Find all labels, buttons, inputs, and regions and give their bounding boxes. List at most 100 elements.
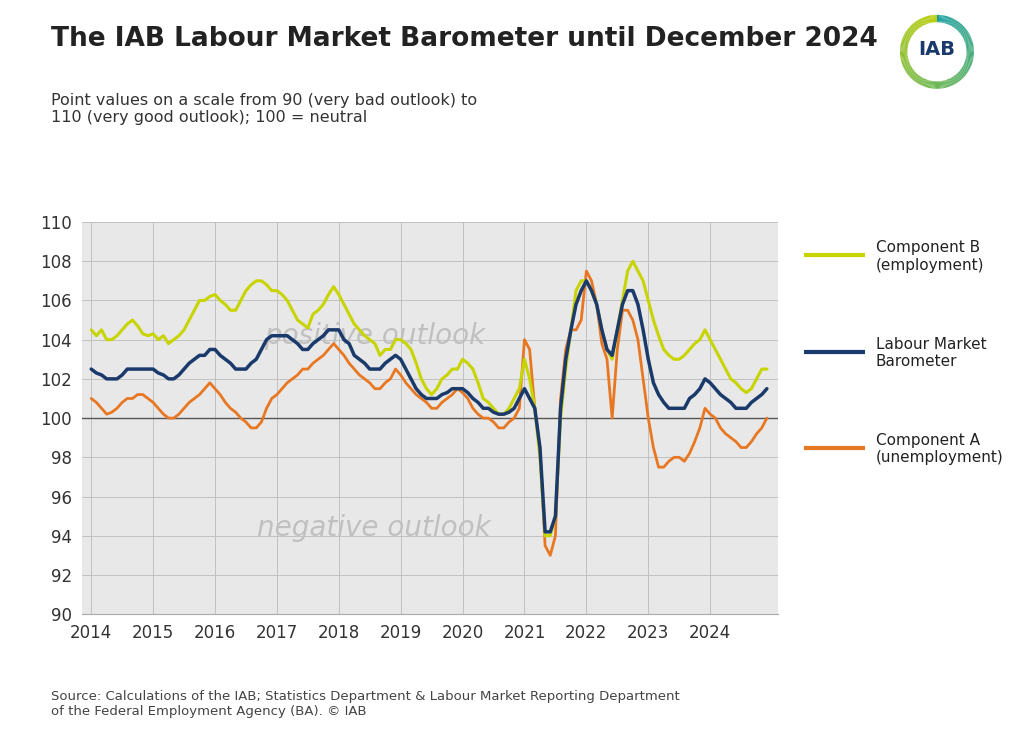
Wedge shape [901, 60, 909, 63]
Wedge shape [906, 68, 913, 73]
Text: Component B
(employment): Component B (employment) [876, 240, 984, 273]
Wedge shape [915, 21, 921, 28]
Wedge shape [955, 73, 962, 81]
Wedge shape [958, 71, 965, 77]
Wedge shape [924, 17, 927, 25]
Wedge shape [904, 66, 912, 70]
Wedge shape [943, 16, 946, 24]
Wedge shape [902, 38, 910, 42]
Wedge shape [916, 21, 922, 28]
Wedge shape [913, 74, 920, 81]
Wedge shape [942, 80, 945, 88]
Wedge shape [940, 15, 942, 23]
Wedge shape [915, 75, 921, 82]
Wedge shape [926, 79, 929, 87]
Wedge shape [946, 79, 949, 87]
Wedge shape [914, 75, 920, 81]
Wedge shape [964, 61, 972, 65]
Wedge shape [941, 80, 944, 88]
Wedge shape [920, 18, 924, 27]
Wedge shape [925, 79, 928, 87]
Wedge shape [914, 22, 920, 29]
Wedge shape [905, 31, 913, 36]
Wedge shape [954, 22, 961, 30]
Wedge shape [964, 38, 972, 42]
Wedge shape [950, 77, 954, 85]
Wedge shape [902, 39, 909, 43]
Wedge shape [906, 30, 913, 36]
Wedge shape [905, 67, 912, 72]
Wedge shape [908, 70, 915, 76]
Wedge shape [965, 61, 972, 64]
Wedge shape [909, 71, 915, 77]
Wedge shape [945, 79, 948, 87]
Circle shape [908, 23, 966, 81]
Wedge shape [956, 24, 963, 31]
Wedge shape [966, 53, 974, 55]
Wedge shape [911, 24, 918, 31]
Wedge shape [951, 76, 956, 84]
Wedge shape [966, 47, 974, 49]
Wedge shape [902, 61, 910, 65]
Wedge shape [965, 58, 973, 61]
Wedge shape [927, 16, 930, 24]
Wedge shape [912, 73, 919, 81]
Wedge shape [936, 15, 937, 23]
Wedge shape [907, 70, 914, 75]
Wedge shape [958, 27, 966, 33]
Wedge shape [949, 78, 953, 85]
Wedge shape [905, 67, 913, 73]
Wedge shape [943, 80, 946, 88]
Wedge shape [948, 78, 952, 86]
Wedge shape [954, 75, 959, 81]
Text: Source: Calculations of the IAB; Statistics Department & Labour Market Reporting: Source: Calculations of the IAB; Statist… [51, 690, 680, 718]
Wedge shape [932, 81, 934, 89]
Wedge shape [966, 50, 974, 51]
Wedge shape [961, 30, 968, 36]
Wedge shape [947, 78, 951, 86]
Wedge shape [901, 59, 909, 62]
Wedge shape [927, 79, 930, 87]
Wedge shape [928, 80, 931, 88]
Wedge shape [901, 41, 909, 44]
Wedge shape [966, 53, 974, 54]
Wedge shape [937, 15, 938, 23]
Wedge shape [966, 48, 974, 50]
Wedge shape [935, 81, 936, 89]
Wedge shape [966, 57, 973, 60]
Wedge shape [909, 27, 915, 33]
Wedge shape [938, 81, 939, 89]
Wedge shape [921, 78, 925, 85]
Wedge shape [962, 32, 969, 37]
Wedge shape [959, 70, 967, 75]
Wedge shape [929, 16, 932, 24]
Wedge shape [946, 16, 949, 24]
Wedge shape [912, 23, 919, 30]
Wedge shape [963, 65, 970, 70]
Wedge shape [910, 25, 918, 31]
Wedge shape [919, 19, 923, 27]
Text: positive outlook: positive outlook [264, 322, 485, 350]
Wedge shape [966, 56, 974, 58]
Wedge shape [934, 15, 935, 23]
Wedge shape [902, 62, 910, 67]
Wedge shape [908, 27, 915, 33]
Wedge shape [921, 18, 925, 26]
Wedge shape [966, 44, 973, 47]
Wedge shape [947, 18, 951, 25]
Wedge shape [911, 73, 918, 80]
Wedge shape [956, 73, 964, 78]
Wedge shape [900, 45, 908, 47]
Wedge shape [904, 33, 912, 38]
Wedge shape [950, 18, 954, 27]
Wedge shape [966, 56, 974, 58]
Wedge shape [964, 62, 972, 67]
Wedge shape [918, 76, 923, 84]
Wedge shape [964, 63, 971, 67]
Wedge shape [913, 22, 920, 30]
Wedge shape [951, 19, 955, 27]
Wedge shape [930, 16, 933, 24]
Wedge shape [929, 80, 932, 88]
Wedge shape [945, 16, 948, 24]
Wedge shape [952, 21, 957, 28]
